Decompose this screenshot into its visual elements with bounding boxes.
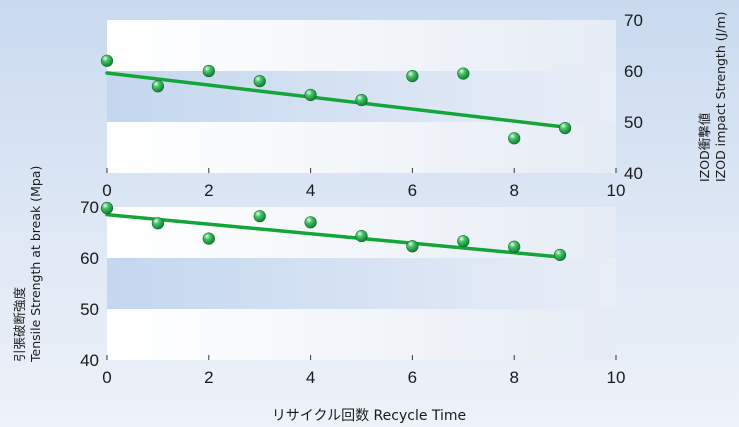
tensile-x-tick-label: 0 <box>102 368 111 387</box>
tensile-data-point <box>100 201 114 215</box>
izod-data-point <box>253 75 266 88</box>
izod-data-point <box>202 64 215 78</box>
tensile-band <box>107 258 616 309</box>
tensile-x-tick-label: 6 <box>408 368 417 387</box>
izod-trend-line <box>105 71 567 129</box>
izod-x-tick-label: 0 <box>102 181 111 200</box>
izod-band <box>107 20 616 71</box>
tensile-y-tick-label: 60 <box>80 249 99 268</box>
izod-data-point <box>151 80 164 93</box>
izod-x-tick-label: 4 <box>306 181 315 200</box>
izod-x-tick-label: 8 <box>509 181 518 200</box>
izod-data-point <box>100 54 114 67</box>
izod-x-tick-label: 6 <box>408 181 417 200</box>
tensile-x-tick-label: 2 <box>204 368 213 387</box>
tensile-y-tick-label: 70 <box>80 198 99 217</box>
tensile-x-tick-label: 4 <box>306 368 315 387</box>
tensile-panel: 0 2 4 6 8 10 40 50 60 70 <box>80 198 625 387</box>
x-axis-label: リサイクル回数 Recycle Time <box>272 408 466 424</box>
tensile-data-point <box>355 229 368 243</box>
tensile-data-point <box>508 240 521 253</box>
izod-y-tick-label: 70 <box>624 11 643 30</box>
izod-data-point <box>304 88 317 102</box>
tensile-ylabel-en: Tensile Strength at break (Mpa) <box>28 166 43 363</box>
izod-y-tick-label: 60 <box>624 62 643 81</box>
izod-x-tick-label: 2 <box>204 181 213 200</box>
izod-y-tick-label: 40 <box>624 164 643 183</box>
tensile-data-point <box>553 248 567 262</box>
tensile-y-tick-label: 40 <box>80 351 99 370</box>
tensile-data-point <box>406 240 419 253</box>
izod-y-tick-label: 50 <box>624 113 643 132</box>
tensile-x-tick-label: 8 <box>509 368 518 387</box>
tensile-data-point <box>457 235 470 248</box>
izod-ylabel-jp: IZOD衝撃値 <box>697 113 712 182</box>
tensile-y-tick-label: 50 <box>80 300 99 319</box>
tensile-ylabel-jp: 引張破断強度 <box>12 286 27 362</box>
izod-x-tick-label: 10 <box>607 181 626 200</box>
tensile-x-tick-label: 10 <box>607 368 626 387</box>
tensile-data-point <box>304 216 317 229</box>
izod-data-point <box>355 93 368 107</box>
tensile-trend-line <box>105 212 562 259</box>
izod-band <box>107 122 616 173</box>
tensile-band <box>107 309 616 360</box>
izod-data-point <box>406 69 419 83</box>
tensile-data-point <box>202 232 215 245</box>
tensile-data-point <box>253 210 266 223</box>
tensile-data-point <box>151 217 164 230</box>
izod-data-point <box>558 122 572 135</box>
izod-ylabel-en: IZOD impact Strength (J/m) <box>713 11 728 182</box>
izod-data-point <box>508 132 521 145</box>
izod-data-point <box>457 67 470 80</box>
